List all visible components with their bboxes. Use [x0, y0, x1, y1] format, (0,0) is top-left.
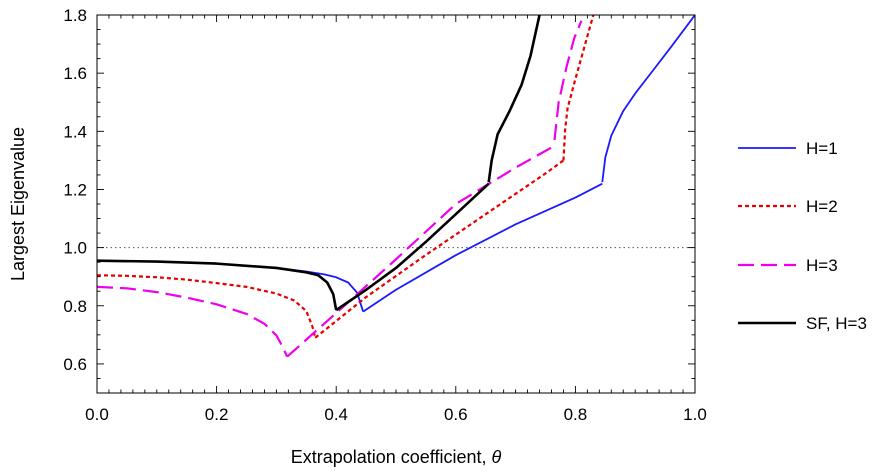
legend: H=1 H=2 H=3 SF, H=3: [738, 139, 867, 333]
series-line: [562, 15, 595, 161]
x-axis-title-text: Extrapolation coefficient,: [291, 447, 492, 467]
legend-item: H=1: [738, 139, 838, 158]
legend-label: H=2: [806, 197, 838, 216]
series-line: [97, 259, 338, 311]
series-2: [97, 15, 595, 339]
x-axis-title: Extrapolation coefficient, θ: [291, 447, 502, 467]
legend-item: H=3: [738, 256, 838, 275]
x-tick-label: 0.8: [564, 405, 588, 424]
series-line: [487, 15, 541, 183]
y-axis-title: Largest Eigenvalue: [8, 127, 28, 281]
series-line: [314, 159, 565, 339]
series-line: [553, 20, 583, 141]
plot-frame: [96, 14, 696, 394]
y-tick-labels: 0.6 0.8 1.0 1.2 1.4 1.6 1.8: [63, 6, 87, 374]
series-line: [362, 182, 603, 313]
legend-label: SF, H=3: [806, 314, 867, 333]
y-tick-label: 0.8: [63, 297, 87, 316]
series-line: [601, 15, 695, 183]
series-layer: [97, 15, 695, 358]
series-line: [97, 285, 289, 358]
x-tick-label: 0.4: [324, 405, 348, 424]
x-tick-label: 0.2: [205, 405, 229, 424]
y-tick-label: 1.8: [63, 6, 87, 25]
series-line: [97, 274, 317, 339]
x-tick-label: 0.0: [85, 405, 109, 424]
y-tick-label: 0.6: [63, 355, 87, 374]
legend-label: H=3: [806, 256, 838, 275]
series-3: [97, 20, 583, 358]
series-4: [97, 15, 541, 312]
ticks-layer: [96, 14, 696, 394]
legend-item: H=2: [738, 197, 838, 216]
y-tick-label: 1.2: [63, 180, 87, 199]
y-tick-label: 1.6: [63, 64, 87, 83]
series-line: [286, 144, 556, 358]
legend-label: H=1: [806, 139, 838, 158]
y-tick-label: 1.0: [63, 239, 87, 258]
x-tick-label: 1.0: [683, 405, 707, 424]
x-axis-title-symbol: θ: [492, 447, 502, 467]
series-line: [335, 182, 490, 312]
x-tick-label: 0.6: [444, 405, 468, 424]
series-line: [97, 259, 364, 312]
y-tick-label: 1.4: [63, 122, 87, 141]
x-tick-labels: 0.0 0.2 0.4 0.6 0.8 1.0: [85, 405, 707, 424]
legend-item: SF, H=3: [738, 314, 867, 333]
